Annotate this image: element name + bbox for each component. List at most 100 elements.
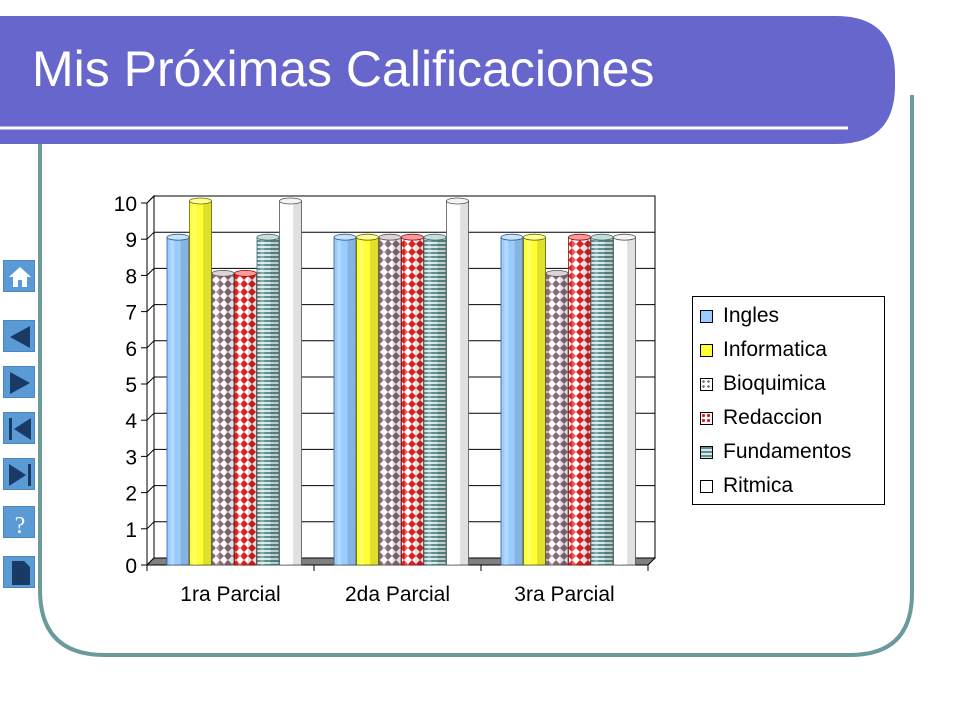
help-icon: ? (15, 513, 26, 539)
bar-shade (293, 201, 302, 565)
y-tick-label: 10 (114, 193, 137, 216)
first-slide-icon (9, 418, 31, 440)
help-button[interactable]: ? (3, 506, 35, 539)
bar-shade (270, 237, 279, 565)
legend-item: Fundamentos (700, 438, 851, 466)
y-tick-label: 2 (125, 483, 137, 506)
bar-shade (582, 237, 591, 565)
bar-highlight (526, 237, 531, 565)
svg-text:?: ? (15, 513, 26, 539)
bar-shade (392, 237, 401, 565)
bar-cap (166, 233, 190, 241)
gridline (146, 340, 655, 349)
legend-swatch-fundamentos (700, 445, 713, 459)
legend-label: Informatica (723, 338, 827, 361)
legend-swatch-bioquimica (700, 377, 713, 391)
legend-item: Informatica (700, 336, 827, 364)
next-icon (10, 372, 30, 394)
y-tick-label: 1 (125, 519, 137, 542)
bar-cap (568, 233, 591, 241)
legend-swatch-ingles (700, 309, 713, 323)
bar-highlight (282, 201, 287, 565)
previous-button[interactable] (3, 320, 35, 352)
bar-shade (415, 237, 424, 565)
bar-cap (523, 233, 546, 241)
home-button[interactable] (3, 260, 35, 292)
bar-highlight (427, 237, 432, 565)
first-slide-button[interactable] (3, 412, 35, 444)
gridline (146, 485, 655, 493)
gridline (146, 267, 655, 276)
bar-cap (378, 233, 402, 241)
gridline (146, 231, 655, 240)
gridline (146, 376, 655, 385)
bar-cap (189, 197, 212, 205)
bar-cap (613, 233, 636, 241)
bar-shade (180, 237, 189, 565)
y-tick-label: 3 (125, 446, 137, 469)
gridline (146, 195, 655, 204)
bar-highlight (549, 273, 554, 565)
bar-shade (437, 237, 446, 565)
bar-highlight (260, 237, 265, 565)
y-tick-label: 5 (125, 374, 137, 397)
bar-highlight (616, 237, 621, 565)
plot-area: 0 1 2 3 4 5 6 7 8 9 10 1ra Parcial 2da Parcial 3ra Pa… (114, 193, 657, 606)
next-button[interactable] (3, 366, 35, 398)
bar-shade (559, 273, 568, 565)
header-bar (0, 16, 895, 144)
last-slide-button[interactable] (3, 458, 35, 490)
bar-shade (627, 237, 636, 565)
bar-highlight (571, 237, 576, 565)
legend-label: Ingles (723, 304, 780, 327)
bar-shade (460, 201, 469, 565)
bar-shade (537, 237, 546, 565)
bar-cap (256, 233, 280, 241)
x-tick-label: 1ra Parcial (180, 583, 280, 606)
legend-swatch-ritmica (700, 479, 713, 493)
legend-item: Bioquimica (700, 370, 826, 398)
legend-label: Ritmica (723, 474, 794, 497)
legend-label: Fundamentos (723, 440, 852, 463)
bar-shade (203, 201, 212, 565)
bar-cap (401, 233, 424, 241)
bar-cap (211, 269, 235, 277)
y-tick-label: 7 (125, 302, 137, 325)
y-tick-label: 4 (125, 410, 137, 433)
bar-highlight (449, 201, 454, 565)
bar-highlight (359, 237, 364, 565)
bar-highlight (504, 237, 509, 565)
bar-cap (356, 233, 379, 241)
x-tick-label: 3ra Parcial (514, 583, 614, 606)
bar-cap (234, 269, 257, 277)
y-tick-label: 9 (125, 229, 137, 252)
bar-shade (514, 237, 523, 565)
gridline (146, 521, 655, 530)
bar-cap (446, 197, 469, 205)
bar-highlight (404, 237, 409, 565)
frame-outline (38, 95, 914, 657)
last-slide-icon (9, 464, 31, 486)
gridline (146, 412, 655, 421)
bar-cap (500, 233, 524, 241)
bar-shade (225, 273, 234, 565)
bar-cap (545, 269, 569, 277)
y-tick-label: 0 (125, 555, 137, 578)
bar-highlight (594, 237, 599, 565)
bar-cap (423, 233, 447, 241)
x-tick-label: 2da Parcial (345, 583, 450, 606)
legend-swatch-redaccion (700, 411, 713, 425)
gridline (146, 304, 655, 312)
bar-highlight (170, 237, 175, 565)
bar-shade (347, 237, 356, 565)
bar-highlight (237, 273, 242, 565)
bar-shade (604, 237, 613, 565)
chart-legend: Ingles Informatica Bioquimica Redaccion … (692, 296, 885, 505)
document-button[interactable] (3, 556, 35, 588)
bar-cap (590, 233, 614, 241)
legend-label: Bioquimica (723, 372, 826, 395)
gridline (146, 448, 655, 457)
bar-shade (248, 273, 257, 565)
home-icon (9, 267, 31, 287)
